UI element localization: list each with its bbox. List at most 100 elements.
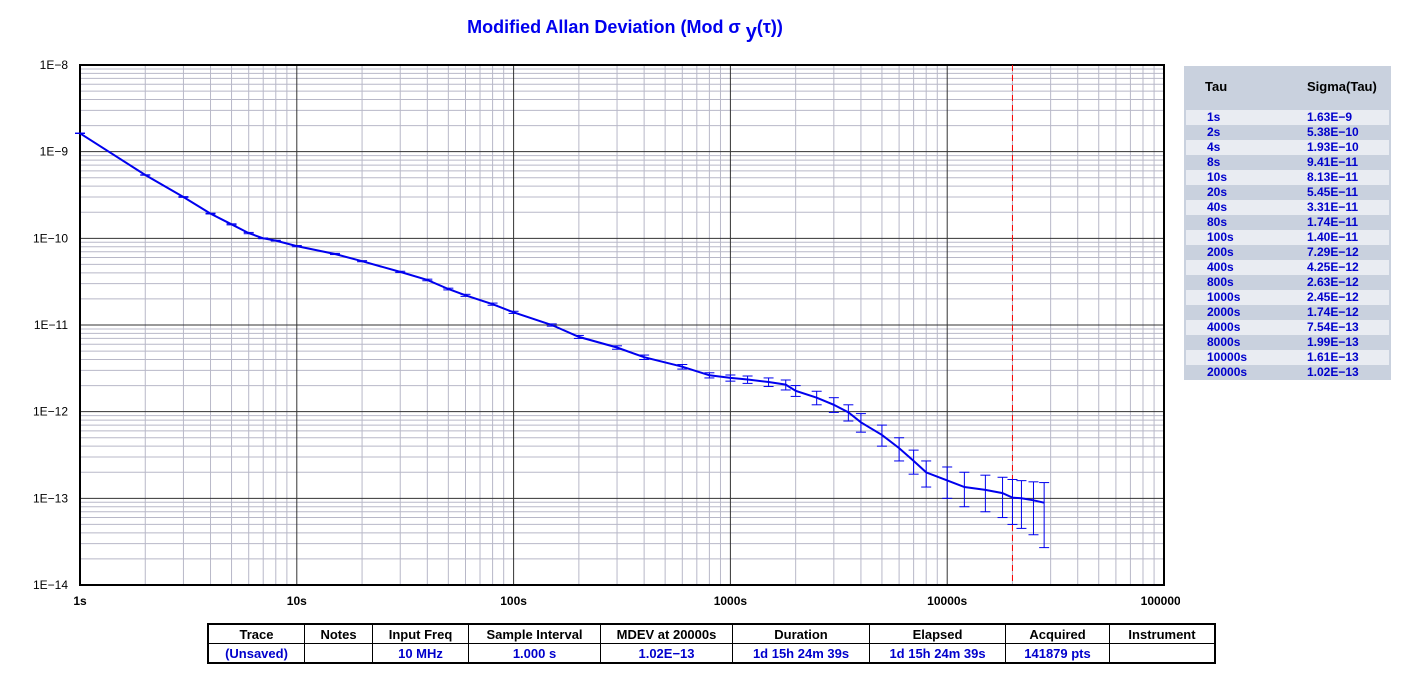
chart-title-tail: (τ)) xyxy=(756,17,783,37)
tau-value: 800s xyxy=(1207,275,1234,289)
header-input-freq: Input Freq xyxy=(372,623,469,644)
tau-value: 8s xyxy=(1207,155,1221,169)
tau-row: 100s 1.40E−11 xyxy=(1186,230,1389,245)
x-tick-label: 100000s xyxy=(1141,594,1180,608)
header-duration: Duration xyxy=(732,623,870,644)
status-value-row: (Unsaved) 10 MHz 1.000 s 1.02E−13 1d 15h… xyxy=(207,643,1216,664)
sigma-value: 1.63E−9 xyxy=(1307,110,1353,124)
sigma-value: 1.61E−13 xyxy=(1307,350,1359,364)
tau-row: 8000s 1.99E−13 xyxy=(1186,335,1389,350)
sigma-value: 1.99E−13 xyxy=(1307,335,1359,349)
tau-value: 200s xyxy=(1207,245,1234,259)
tau-row: 10s 8.13E−11 xyxy=(1186,170,1389,185)
header-sample-interval: Sample Interval xyxy=(468,623,601,644)
chart-title-main: Modified Allan Deviation (Mod σ xyxy=(467,17,746,37)
sigma-value: 4.25E−12 xyxy=(1307,260,1359,274)
x-tick-label: 10s xyxy=(287,594,307,608)
y-tick-label: 1E−13 xyxy=(33,491,68,505)
x-tick-labels: 1s 10s 100s 1000s 10000s 100000s xyxy=(73,594,1180,608)
header-acquired: Acquired xyxy=(1005,623,1110,644)
y-tick-label: 1E−14 xyxy=(33,578,68,592)
value-mdev: 1.02E−13 xyxy=(600,643,733,664)
tau-row: 1s 1.63E−9 xyxy=(1186,110,1389,125)
tau-value: 2000s xyxy=(1207,305,1241,319)
y-tick-label: 1E−11 xyxy=(34,318,68,332)
plot-frame xyxy=(79,64,1165,586)
x-tick-label: 1s xyxy=(73,594,87,608)
tau-value: 80s xyxy=(1207,215,1228,229)
tau-value: 1000s xyxy=(1207,290,1241,304)
tau-row: 40s 3.31E−11 xyxy=(1186,200,1389,215)
tau-row: 1000s 2.45E−12 xyxy=(1186,290,1389,305)
x-tick-label: 10000s xyxy=(927,594,967,608)
tau-value: 4s xyxy=(1207,140,1221,154)
y-tick-label: 1E−9 xyxy=(40,145,69,159)
value-notes xyxy=(304,643,373,664)
tau-sigma-panel: Tau Sigma(Tau) 1s 1.63E−9 2s 5.38E−10 4s 1.93… xyxy=(1184,66,1391,380)
header-elapsed: Elapsed xyxy=(869,623,1006,644)
value-duration: 1d 15h 24m 39s xyxy=(732,643,870,664)
value-acquired: 141879 pts xyxy=(1005,643,1110,664)
sigma-value: 1.74E−11 xyxy=(1307,215,1359,229)
sigma-header: Sigma(Tau) xyxy=(1307,79,1377,94)
tau-row: 4000s 7.54E−13 xyxy=(1186,320,1389,335)
sigma-value: 1.93E−10 xyxy=(1307,140,1359,154)
y-tick-label: 1E−12 xyxy=(33,405,68,419)
x-tick-label: 1000s xyxy=(714,594,748,608)
tau-row: 80s 1.74E−11 xyxy=(1186,215,1389,230)
error-bars xyxy=(75,132,1050,549)
sigma-value: 9.41E−11 xyxy=(1307,155,1359,169)
sigma-value: 5.38E−10 xyxy=(1307,125,1359,139)
y-tick-label: 1E−10 xyxy=(33,231,68,245)
mdev-trace xyxy=(79,132,1045,504)
tau-row: 200s 7.29E−12 xyxy=(1186,245,1389,260)
tau-row: 4s 1.93E−10 xyxy=(1186,140,1389,155)
tau-value: 40s xyxy=(1207,200,1228,214)
y-tick-labels: 1E−8 1E−9 1E−10 1E−11 1E−12 1E−13 1E−14 xyxy=(33,58,68,592)
tau-value: 20s xyxy=(1207,185,1228,199)
sigma-value: 2.63E−12 xyxy=(1307,275,1359,289)
tau-row: 20s 5.45E−11 xyxy=(1186,185,1389,200)
tau-value: 10000s xyxy=(1207,350,1248,364)
header-mdev-at: MDEV at 20000s xyxy=(600,623,733,644)
tau-sigma-rows: 1s 1.63E−9 2s 5.38E−10 4s 1.93E−10 8s 9.41E−11 1… xyxy=(1186,110,1389,380)
tau-value: 8000s xyxy=(1207,335,1241,349)
value-elapsed: 1d 15h 24m 39s xyxy=(869,643,1006,664)
chart-title-subscript: y xyxy=(745,21,757,43)
tau-value: 2s xyxy=(1207,125,1221,139)
x-tick-label: 100s xyxy=(500,594,527,608)
sigma-value: 1.02E−13 xyxy=(1307,365,1359,379)
tau-row: 2000s 1.74E−12 xyxy=(1186,305,1389,320)
tau-value: 100s xyxy=(1207,230,1234,244)
y-tick-label: 1E−8 xyxy=(40,58,69,72)
sigma-value: 5.45E−11 xyxy=(1307,185,1359,199)
status-table: Trace Notes Input Freq Sample Interval M… xyxy=(207,623,1216,664)
chart-title: Modified Allan Deviation (Mod σ y(τ)) xyxy=(0,16,1250,43)
sigma-value: 3.31E−11 xyxy=(1307,200,1359,214)
tau-row: 8s 9.41E−11 xyxy=(1186,155,1389,170)
status-header-row: Trace Notes Input Freq Sample Interval M… xyxy=(207,623,1216,644)
tau-row: 400s 4.25E−12 xyxy=(1186,260,1389,275)
sigma-value: 1.74E−12 xyxy=(1307,305,1359,319)
sigma-value: 8.13E−11 xyxy=(1307,170,1359,184)
tau-value: 400s xyxy=(1207,260,1234,274)
value-sample-interval: 1.000 s xyxy=(468,643,601,664)
header-trace: Trace xyxy=(207,623,305,644)
tau-row: 20000s 1.02E−13 xyxy=(1186,365,1389,380)
allan-deviation-chart: 1s 10s 100s 1000s 10000s 100000s 1E−8 1E−9 1E−1… xyxy=(33,58,1180,608)
tau-header: Tau xyxy=(1205,79,1228,94)
tau-value: 20000s xyxy=(1207,365,1248,379)
sigma-value: 1.40E−11 xyxy=(1307,230,1359,244)
tau-value: 4000s xyxy=(1207,320,1241,334)
tau-row: 10000s 1.61E−13 xyxy=(1186,350,1389,365)
header-notes: Notes xyxy=(304,623,373,644)
sigma-value: 2.45E−12 xyxy=(1307,290,1359,304)
value-trace: (Unsaved) xyxy=(207,643,305,664)
tau-value: 10s xyxy=(1207,170,1228,184)
tau-row: 800s 2.63E−12 xyxy=(1186,275,1389,290)
sigma-value: 7.54E−13 xyxy=(1307,320,1359,334)
sigma-value: 7.29E−12 xyxy=(1307,245,1359,259)
tau-value: 1s xyxy=(1207,110,1221,124)
tau-row: 2s 5.38E−10 xyxy=(1186,125,1389,140)
value-instrument xyxy=(1109,643,1216,664)
